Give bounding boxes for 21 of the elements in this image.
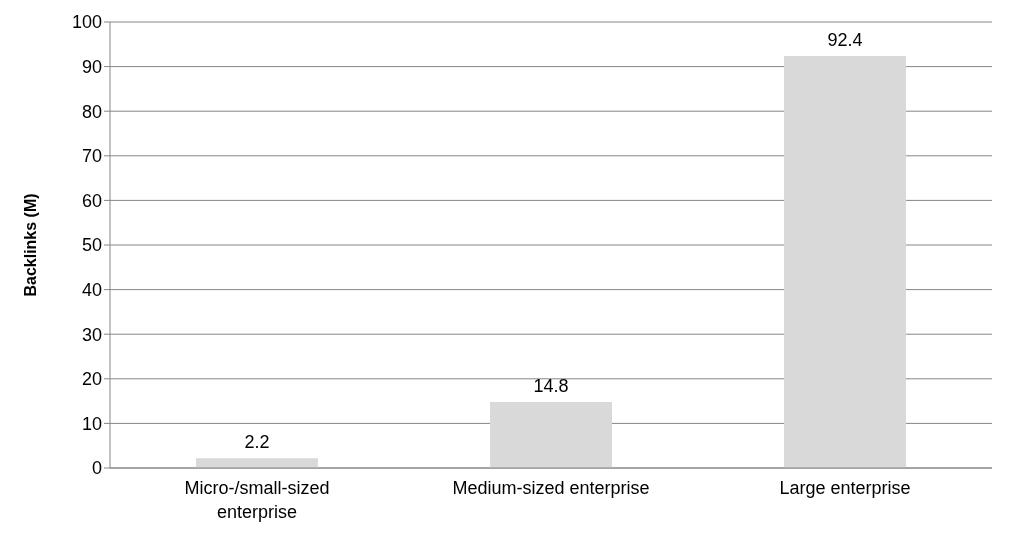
y-tick-label: 0: [91, 458, 102, 479]
bar: [196, 458, 318, 468]
bar: [490, 401, 612, 468]
y-tick-label: 80: [81, 101, 102, 122]
y-axis-title: Backlinks (M): [21, 193, 39, 297]
x-tick-label: Medium-sized enterprise: [452, 478, 650, 498]
y-tick-label: 30: [81, 324, 102, 345]
y-tick-label: 90: [81, 56, 102, 77]
data-label: 2.2: [244, 432, 270, 453]
bar: [784, 55, 906, 468]
y-tick-label: 50: [81, 235, 102, 256]
y-tick-label: 100: [71, 12, 102, 33]
y-tick-label: 60: [81, 190, 102, 211]
y-tick-label: 70: [81, 146, 102, 167]
y-tick-label: 10: [81, 413, 102, 434]
y-tick-label: 20: [81, 369, 102, 390]
x-tick-label: Micro-/small-sized enterprise: [184, 478, 330, 522]
y-tick-label: 40: [81, 279, 102, 300]
data-label: 92.4: [827, 29, 863, 50]
data-label: 14.8: [533, 375, 569, 396]
x-tick-label: Large enterprise: [779, 478, 911, 498]
